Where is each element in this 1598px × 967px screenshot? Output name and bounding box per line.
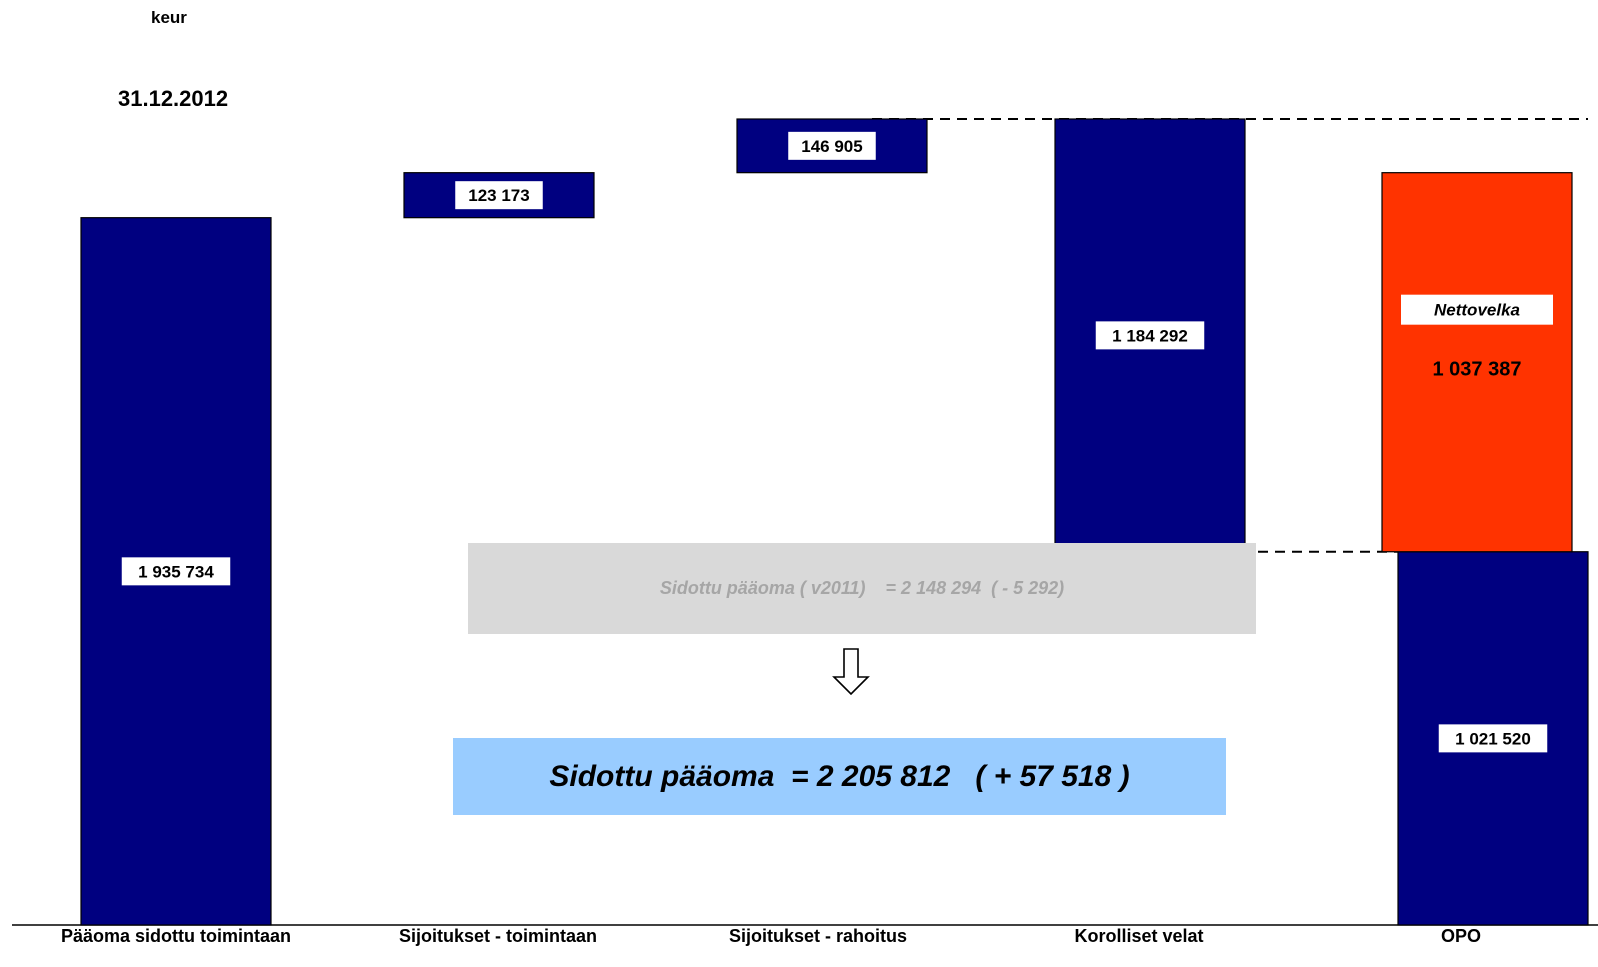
unit-label: keur [151, 8, 187, 27]
series-title-label: Nettovelka [1434, 301, 1520, 320]
down-arrow-icon [832, 648, 870, 696]
data-label: 146 905 [801, 137, 862, 156]
current-total-note-text: Sidottu pääoma = 2 205 812 ( + 57 518 ) [549, 759, 1130, 793]
data-label: 1 037 387 [1433, 359, 1522, 381]
data-label: 123 173 [468, 186, 529, 205]
data-label: 1 184 292 [1112, 326, 1188, 345]
previous-year-note-text: Sidottu pääoma ( v2011) = 2 148 294 ( - … [659, 578, 1065, 598]
bar [1381, 172, 1573, 553]
data-label: 1 935 734 [138, 562, 214, 581]
data-label-box [1095, 321, 1205, 350]
category-label: Korolliset velat [1074, 926, 1204, 946]
date-label: 31.12.2012 [118, 86, 229, 111]
data-label-box [455, 181, 543, 210]
previous-year-note: Sidottu pääoma ( v2011) = 2 148 294 ( - … [468, 543, 1256, 634]
data-label-box [121, 557, 231, 586]
category-label: Sijoitukset - rahoitus [728, 926, 908, 946]
category-label: Sijoitukset - toimintaan [398, 926, 598, 946]
data-label: 1 021 520 [1455, 729, 1531, 748]
category-label: OPO [1440, 926, 1482, 946]
current-total-note: Sidottu pääoma = 2 205 812 ( + 57 518 ) [453, 738, 1226, 815]
data-label-box [1401, 294, 1553, 325]
data-label-box [1438, 724, 1548, 753]
category-label: Pääoma sidottu toimintaan [60, 926, 292, 946]
data-label-box [788, 131, 876, 160]
